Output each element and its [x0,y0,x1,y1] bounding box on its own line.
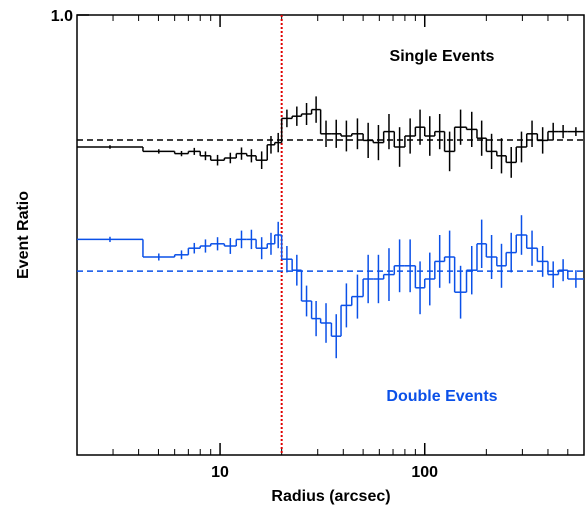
x-tick-label: 100 [411,464,438,481]
series-label: Single Events [390,48,495,65]
series-label: Double Events [386,388,497,405]
y-axis-label: Event Ratio [15,191,32,279]
x-tick-label: 10 [211,464,229,481]
plot-frame [76,14,585,456]
y-tick-label: 1.0 [51,8,73,25]
x-axis-label: Radius (arcsec) [271,488,390,505]
